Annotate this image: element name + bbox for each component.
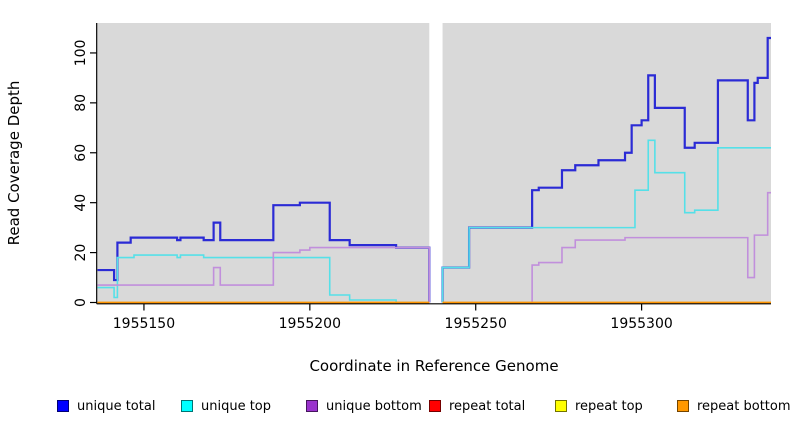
legend-label: repeat bottom [697, 398, 791, 414]
x-tick-label: 1955300 [610, 316, 672, 332]
legend-item-repeat-bottom: repeat bottom [677, 398, 791, 414]
legend-swatch-unique-bottom [306, 400, 318, 412]
y-tick-label: 80 [73, 94, 89, 112]
series-line-unique-top [97, 254, 430, 304]
x-tick-label: 1955150 [113, 316, 175, 332]
legend-item-repeat-total: repeat total [429, 398, 525, 414]
legend: unique total unique top unique bottom repea… [0, 398, 792, 420]
series-line-unique-top [441, 139, 771, 303]
legend-label: repeat total [449, 398, 526, 414]
legend-label: unique total [77, 398, 156, 414]
legend-swatch-repeat-total [429, 400, 441, 412]
legend-label: repeat top [575, 398, 643, 414]
legend-item-repeat-top: repeat top [555, 398, 643, 414]
legend-swatch-unique-total [57, 400, 69, 412]
y-tick-label: 60 [73, 144, 89, 162]
y-tick-label: 20 [73, 244, 89, 262]
legend-swatch-unique-top [181, 400, 193, 412]
series-line-unique-total [97, 201, 431, 303]
x-axis-title: Coordinate in Reference Genome [309, 357, 558, 375]
series-line-unique-total [441, 36, 771, 303]
legend-swatch-repeat-top [555, 400, 567, 412]
x-tick-label: 1955250 [445, 316, 507, 332]
x-tick-label: 1955200 [279, 316, 341, 332]
series-line-unique-bottom [97, 246, 431, 303]
y-tick-label: 100 [73, 40, 89, 67]
legend-item-unique-bottom: unique bottom [306, 398, 422, 414]
y-axis-title: Read Coverage Depth [5, 81, 23, 246]
series-line-unique-bottom [442, 191, 771, 304]
coverage-plot: 1955150 1955200 1955250 1955300 0 20 40 60 80 100… [5, 23, 771, 375]
legend-item-unique-total: unique total [57, 398, 155, 414]
y-tick-label: 40 [73, 194, 89, 212]
legend-item-unique-top: unique top [181, 398, 271, 414]
legend-label: unique bottom [326, 398, 422, 414]
legend-swatch-repeat-bottom [677, 400, 689, 412]
legend-label: unique top [201, 398, 272, 414]
coverage-gap-region [429, 23, 443, 303]
y-tick-label: 0 [73, 298, 89, 307]
